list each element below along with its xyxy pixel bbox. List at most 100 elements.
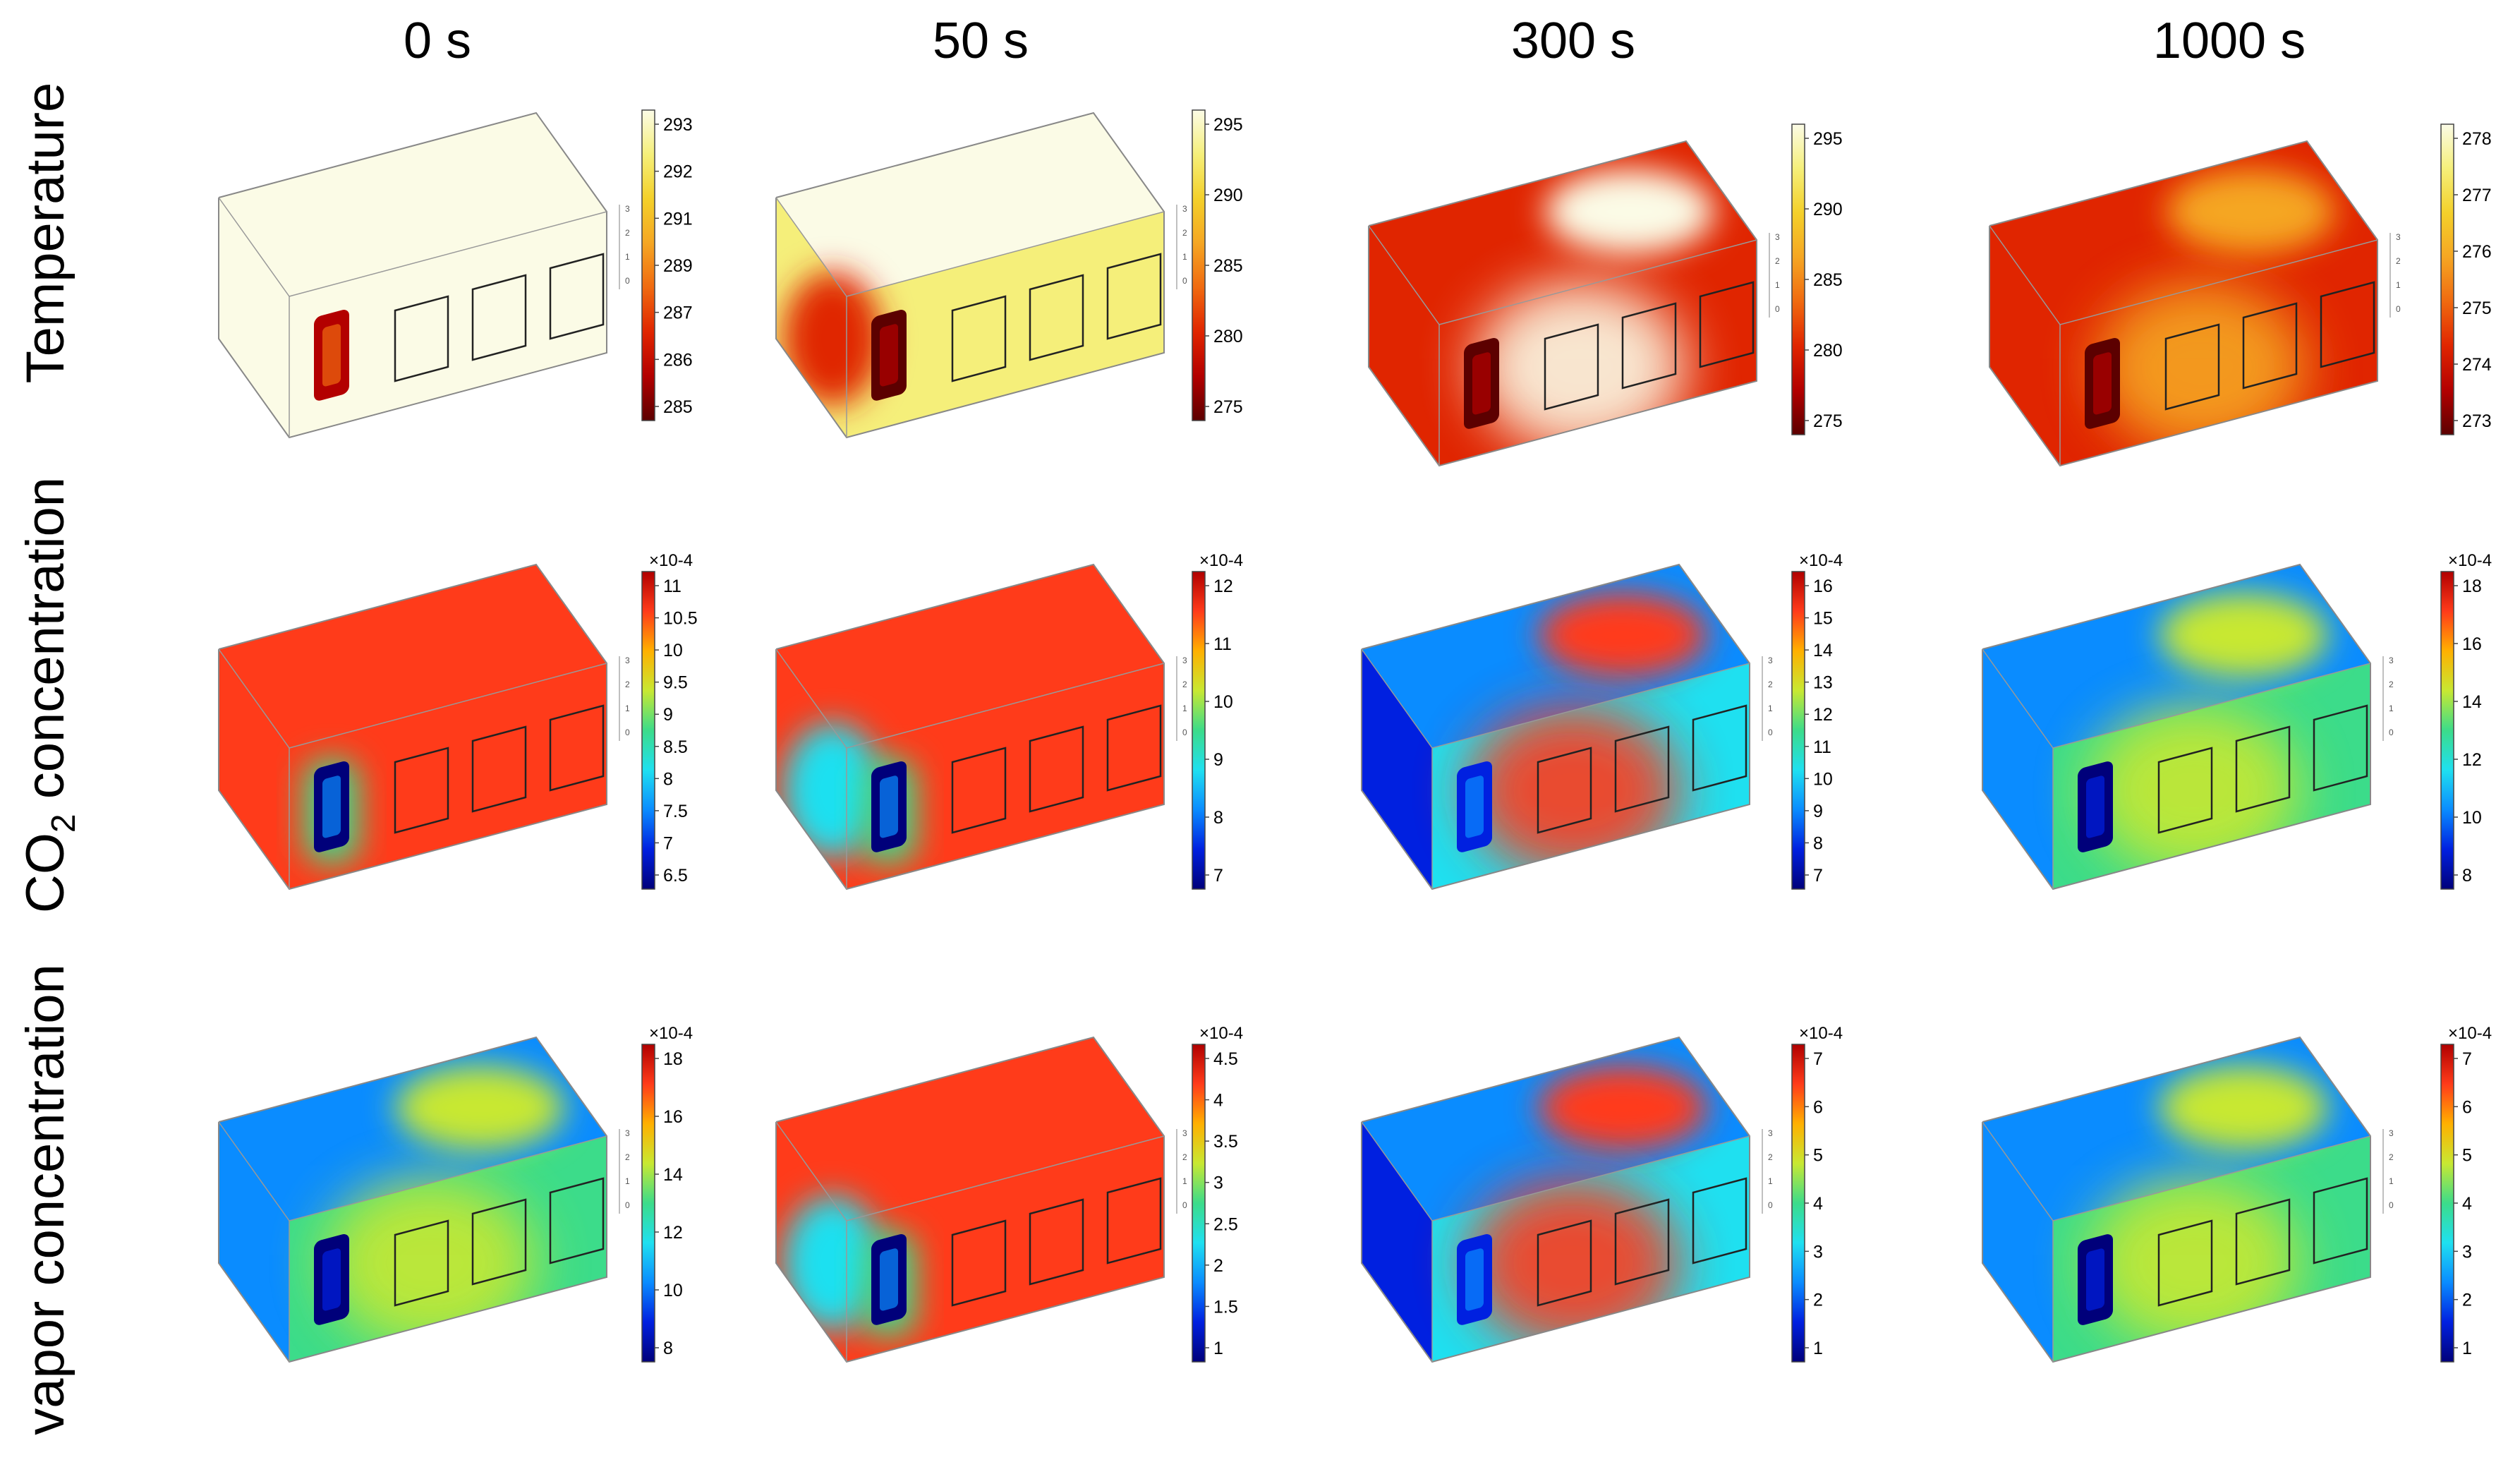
box-axis-tick: 2 bbox=[2389, 1152, 2394, 1162]
colorbar-tick-label: 16 bbox=[1813, 576, 1833, 596]
box-temp-0s bbox=[219, 113, 607, 437]
colorbar-tick-label: 7.5 bbox=[663, 802, 688, 821]
colorbar-temp-1000s bbox=[2440, 123, 2454, 435]
colorbar-tick-label: 289 bbox=[663, 256, 693, 276]
box-axis-tick: 3 bbox=[1182, 656, 1187, 665]
box-axis-tick: 1 bbox=[2389, 704, 2394, 713]
colorbar-tick-label: 278 bbox=[2462, 129, 2492, 149]
colorbar-tick-label: 2.5 bbox=[1213, 1214, 1238, 1234]
window-outline bbox=[951, 747, 1007, 834]
field-plume-front bbox=[2088, 706, 2300, 875]
field-plume-top bbox=[1545, 169, 1714, 254]
row-header-temperature: Temperature bbox=[16, 83, 75, 384]
colorbar-tick-label: 5 bbox=[2462, 1146, 2472, 1166]
row-header-co2: CO2 concentration bbox=[16, 477, 83, 913]
box-left-face bbox=[1362, 1122, 1432, 1362]
box-axis-tick: 0 bbox=[2389, 728, 2394, 737]
colorbar-tick-label: 4 bbox=[1813, 1194, 1823, 1214]
box-co2-1000s bbox=[1982, 565, 2370, 889]
colorbar-tick-label: 11 bbox=[1813, 737, 1831, 757]
co2-label-tail: concentration bbox=[16, 477, 75, 814]
colorbar-tick-label: 286 bbox=[663, 350, 693, 370]
box-left-face bbox=[219, 1122, 289, 1362]
colorbar-tick-label: 276 bbox=[2462, 242, 2492, 262]
colorbar-tick-label: 18 bbox=[2462, 576, 2482, 596]
box-axis-tick: 1 bbox=[1768, 704, 1773, 713]
colorbar-vap-300s bbox=[1791, 1044, 1805, 1363]
field-plume-front bbox=[1474, 282, 1686, 452]
box-co2-300s bbox=[1362, 565, 1750, 889]
colorbar-vap-1000s bbox=[2440, 1044, 2454, 1363]
window-outline bbox=[471, 725, 527, 813]
colorbar-exponent: ×10-4 bbox=[1799, 1024, 1843, 1043]
window-outline bbox=[1029, 725, 1084, 813]
window-outline bbox=[2164, 323, 2220, 411]
panel-temp-1000s: 3 2 1 0 278 277 276 275 274 273 bbox=[1989, 123, 2492, 467]
colorbar-tick-label: 275 bbox=[2462, 298, 2492, 318]
colorbar-tick-label: 2 bbox=[1213, 1256, 1223, 1276]
colorbar-tick-label: 8 bbox=[1813, 833, 1823, 853]
box-axis-tick: 0 bbox=[1775, 304, 1780, 314]
colorbar-tick-label: 4 bbox=[2462, 1194, 2472, 1214]
colorbar-tick-label: 16 bbox=[663, 1107, 683, 1127]
box-axis-tick: 3 bbox=[1768, 656, 1773, 665]
window-outline bbox=[1029, 274, 1084, 361]
colorbar-tick-label: 10 bbox=[1213, 692, 1233, 712]
colorbar-tick-label: 8 bbox=[2462, 866, 2472, 886]
colorbar-exponent: ×10-4 bbox=[2448, 551, 2492, 570]
box-axis-tick: 2 bbox=[1768, 1152, 1773, 1162]
box-left-face bbox=[1982, 1122, 2053, 1362]
colorbar-tick-label: 2 bbox=[2462, 1291, 2472, 1310]
row-header-vapor: vapor concentration bbox=[16, 964, 75, 1435]
box-axis-tick: 0 bbox=[625, 276, 630, 286]
panel-grid: 3210293292291289287286285321029529028528… bbox=[218, 109, 2492, 1363]
box-edge-outer bbox=[218, 111, 607, 439]
field-door-blob bbox=[783, 1196, 882, 1330]
colorbar-tick-label: 290 bbox=[1813, 200, 1843, 219]
box-axis-tick: 2 bbox=[625, 228, 630, 238]
box-co2-0s bbox=[219, 565, 607, 889]
door-core bbox=[2086, 775, 2104, 838]
window-outline bbox=[549, 253, 605, 340]
box-edge-outer bbox=[1368, 140, 1757, 467]
colorbar-tick-label: 295 bbox=[1813, 129, 1843, 149]
colorbar-tick-label: 6 bbox=[1813, 1097, 1823, 1117]
colorbar-tick-label: 290 bbox=[1213, 186, 1243, 205]
colorbar-tick-label: 277 bbox=[2462, 186, 2492, 205]
box-edge-outer bbox=[775, 111, 1165, 439]
window-outline bbox=[1544, 323, 1599, 411]
window-outline bbox=[394, 747, 449, 834]
colorbar-tick-label: 7 bbox=[1213, 866, 1223, 886]
colorbar-tick-label: 15 bbox=[1813, 609, 1833, 629]
colorbar-exponent: ×10-4 bbox=[649, 1024, 693, 1043]
colorbar-tick-label: 7 bbox=[663, 833, 673, 853]
box-axis-tick: 0 bbox=[625, 1200, 630, 1210]
box-axis-tick: 3 bbox=[625, 204, 630, 214]
box-edge-outer bbox=[1361, 1036, 1750, 1363]
door-core bbox=[880, 775, 898, 838]
colorbar-tick-label: 9 bbox=[1813, 802, 1823, 821]
box-edge-outer bbox=[1361, 563, 1750, 891]
box-edge-outer bbox=[775, 1036, 1165, 1363]
door-core bbox=[880, 1248, 898, 1311]
box-axis-tick: 0 bbox=[1768, 728, 1773, 737]
door-core bbox=[1472, 352, 1491, 415]
box-vap-300s bbox=[1362, 1037, 1750, 1362]
box-axis-tick: 0 bbox=[1182, 276, 1187, 286]
window-outline bbox=[1614, 1198, 1670, 1286]
box-axis-tick: 3 bbox=[1182, 1128, 1187, 1138]
box-temp-50s bbox=[776, 113, 1164, 437]
window-outline bbox=[471, 1198, 527, 1286]
colorbar-tick-label: 280 bbox=[1213, 327, 1243, 346]
box-axis-tick: 2 bbox=[1182, 1152, 1187, 1162]
field-plume-top bbox=[1538, 1066, 1707, 1150]
box-top-face bbox=[776, 565, 1164, 748]
colorbar-tick-label: 11 bbox=[663, 576, 682, 596]
field-plume-top bbox=[2166, 169, 2335, 254]
box-axis-tick: 3 bbox=[1775, 232, 1780, 242]
panel-temp-300s: 3 2 1 0 295 290 285 280 275 bbox=[1368, 123, 1843, 467]
box-axis-tick: 1 bbox=[625, 1176, 630, 1186]
field-plume-front bbox=[1467, 706, 1679, 875]
box-left-face bbox=[219, 649, 289, 889]
